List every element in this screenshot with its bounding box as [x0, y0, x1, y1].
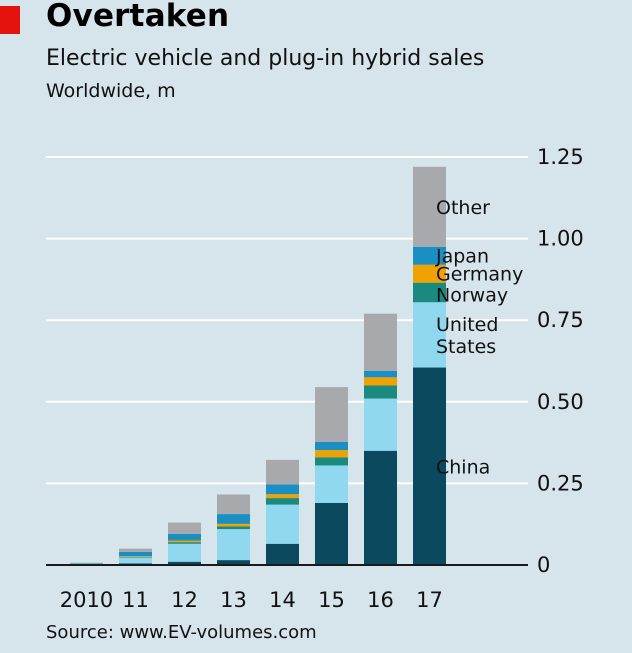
bar-segment-japan-13: [217, 514, 250, 524]
bar-segment-norway-14: [266, 498, 299, 505]
bar-segment-other-11: [119, 548, 152, 552]
bar-segment-other-14: [266, 459, 299, 485]
y-tick-label: 0.50: [537, 390, 584, 414]
bar-segment-japan-11: [119, 551, 152, 557]
bar-segment-germany-16: [364, 377, 397, 386]
bar-segment-norway-17: [413, 282, 446, 303]
bar-segment-china-12: [168, 561, 201, 565]
x-tick-label: 11: [122, 588, 149, 612]
bar-segment-japan-15: [315, 441, 348, 451]
brand-red-tag: [0, 6, 20, 34]
chart-subtitle: Electric vehicle and plug-in hybrid sale…: [46, 46, 485, 71]
bar-segment-other-16: [364, 313, 397, 371]
series-label-china: China: [436, 456, 490, 478]
x-tick-label: 12: [171, 588, 198, 612]
bar-segment-japan-14: [266, 484, 299, 495]
y-tick-label: 1.00: [537, 227, 584, 251]
bar-segment-united-states-14: [266, 504, 299, 544]
x-tick-label: 16: [367, 588, 394, 612]
bar-segment-japan-12: [168, 533, 201, 541]
bar-segment-germany-15: [315, 450, 348, 458]
bar-segment-china-17: [413, 367, 446, 565]
y-tick-label: 1.25: [537, 145, 584, 169]
bar-segment-united-states-15: [315, 465, 348, 503]
bar-segment-united-states-12: [168, 543, 201, 562]
bar-segment-china-13: [217, 560, 250, 565]
series-label-japan: Japan: [435, 246, 489, 268]
bar-segment-china-15: [315, 502, 348, 565]
bar-segment-norway-13: [217, 526, 250, 530]
bar-segment-japan-16: [364, 370, 397, 378]
y-tick-label: 0: [537, 553, 550, 577]
bar-segment-norway-11: [119, 556, 152, 558]
bar-segment-united-states-11: [119, 557, 152, 564]
x-tick-label: 15: [318, 588, 345, 612]
bar-segment-united-states-13: [217, 529, 250, 561]
bar-segment-united-states-16: [364, 398, 397, 451]
x-tick-label: 14: [269, 588, 296, 612]
bar-segment-germany-14: [266, 494, 299, 499]
bar-segment-china-16: [364, 450, 397, 565]
x-tick-label: 17: [416, 588, 443, 612]
bar-segment-norway-15: [315, 457, 348, 466]
bar-segment-other-15: [315, 387, 348, 442]
bar-segment-china-14: [266, 543, 299, 565]
bar-segment-germany-13: [217, 523, 250, 527]
bar-segment-united-states-17: [413, 302, 446, 368]
bar-segment-other-17: [413, 166, 446, 247]
bar-segment-germany-11: [119, 556, 152, 557]
bar-segment-germany-17: [413, 264, 446, 283]
chart-title: Overtaken: [46, 0, 230, 34]
bar-segment-other-13: [217, 494, 250, 515]
bar-segment-japan-17: [413, 246, 446, 265]
x-tick-label: 13: [220, 588, 247, 612]
bar-segment-other-12: [168, 522, 201, 534]
series-label-germany: Germany: [436, 264, 523, 286]
series-label-united-states: United: [436, 314, 498, 336]
y-tick-label: 0.75: [537, 308, 584, 332]
source-note: Source: www.EV-volumes.com: [46, 622, 317, 643]
x-tick-label: 2010: [60, 588, 113, 612]
bar-segment-norway-16: [364, 385, 397, 399]
series-label-united-states: States: [436, 336, 496, 358]
y-tick-label: 0.25: [537, 471, 584, 495]
series-label-other: Other: [436, 197, 490, 219]
bar-segment-norway-12: [168, 542, 201, 544]
series-label-norway: Norway: [436, 284, 508, 306]
chart-unit-label: Worldwide, m: [46, 80, 176, 102]
bar-segment-germany-12: [168, 540, 201, 543]
